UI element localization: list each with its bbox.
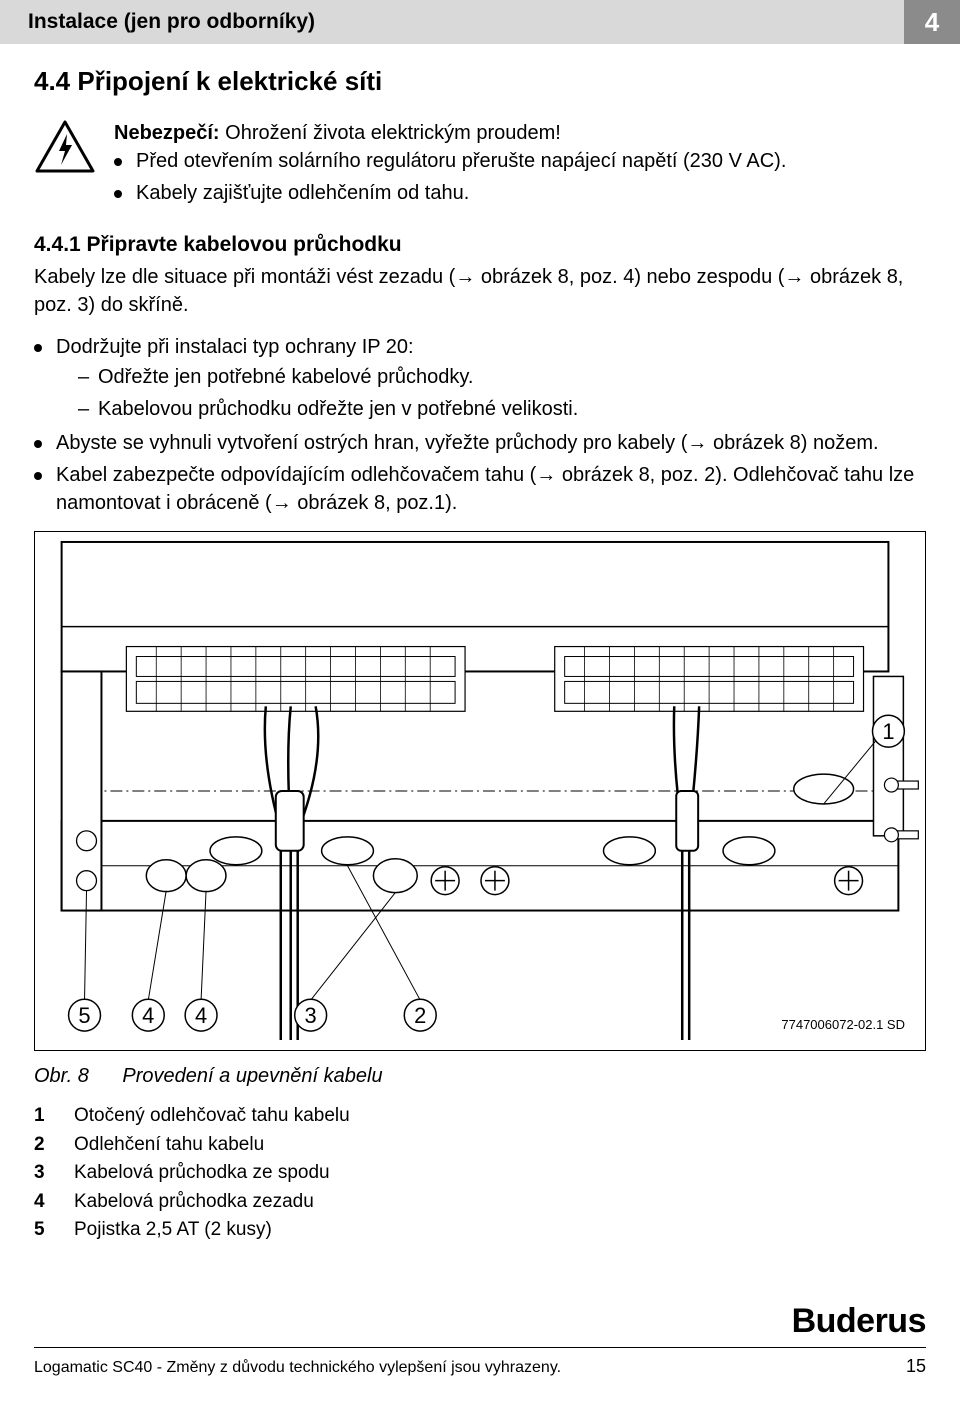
list-item: Kabel zabezpečte odpovídajícím odlehčova… — [34, 461, 926, 517]
footer-text: Logamatic SC40 - Změny z důvodu technick… — [34, 1359, 561, 1377]
page-content: 4.4 Připojení k elektrické síti Nebezpeč… — [0, 44, 960, 1245]
svg-text:3: 3 — [305, 1003, 317, 1028]
list-item: Abyste se vyhnuli vytvoření ostrých hran… — [34, 429, 926, 457]
brand-logo: Buderus — [792, 1302, 926, 1341]
page-header: Instalace (jen pro odborníky) 4 — [0, 0, 960, 44]
header-section-number: 4 — [904, 0, 960, 44]
arrow-icon: → — [272, 492, 292, 514]
arrow-icon: → — [784, 266, 804, 288]
figure-caption: Obr. 8 Provedení a upevnění kabelu — [34, 1065, 926, 1088]
legend-row: 5Pojistka 2,5 AT (2 kusy) — [34, 1216, 926, 1245]
svg-text:2: 2 — [414, 1003, 426, 1028]
list-item: Dodržujte při instalaci typ ochrany IP 2… — [34, 333, 926, 423]
svg-text:4: 4 — [142, 1003, 154, 1028]
figure-8: 5 4 4 3 2 1 7747006072-02.1 SD — [34, 531, 926, 1051]
legend-row: 2Odlehčení tahu kabelu — [34, 1131, 926, 1160]
sub-list: Odřežte jen potřebné kabelové průchodky.… — [56, 363, 926, 423]
svg-text:5: 5 — [78, 1003, 90, 1028]
arrow-icon: → — [536, 464, 556, 486]
warning-box: Nebezpečí: Ohrožení života elektrickým p… — [34, 119, 926, 211]
warning-bullet: Kabely zajišťujte odlehčením od tahu. — [114, 179, 926, 207]
figure-caption-text: Provedení a upevnění kabelu — [122, 1065, 382, 1087]
page-number: 15 — [906, 1356, 926, 1377]
svg-text:1: 1 — [882, 719, 894, 744]
paragraph-1: Kabely lze dle situace při montáži vést … — [34, 263, 926, 319]
figure-ref-code: 7747006072-02.1 SD — [781, 1017, 905, 1032]
figure-legend: 1Otočený odlehčovač tahu kabelu 2Odlehče… — [34, 1102, 926, 1245]
svg-text:4: 4 — [195, 1003, 207, 1028]
sub-list-item: Odřežte jen potřebné kabelové průchodky. — [78, 363, 926, 391]
heading-4-4-1: 4.4.1 Připravte kabelovou průchodku — [34, 233, 926, 257]
legend-row: 4Kabelová průchodka zezadu — [34, 1188, 926, 1217]
warning-heading: Nebezpečí: — [114, 122, 220, 144]
legend-row: 1Otočený odlehčovač tahu kabelu — [34, 1102, 926, 1131]
arrow-icon: → — [455, 266, 475, 288]
sub-list-item: Kabelovou průchodku odřežte jen v potřeb… — [78, 395, 926, 423]
arrow-icon: → — [687, 432, 707, 454]
figure-8-svg: 5 4 4 3 2 1 — [35, 532, 925, 1050]
legend-row: 3Kabelová průchodka ze spodu — [34, 1159, 926, 1188]
warning-text: Nebezpečí: Ohrožení života elektrickým p… — [114, 119, 926, 211]
page-footer: Logamatic SC40 - Změny z důvodu technick… — [34, 1347, 926, 1377]
header-title: Instalace (jen pro odborníky) — [0, 0, 904, 44]
warning-heading-rest: Ohrožení života elektrickým proudem! — [220, 122, 561, 144]
warning-bullets: Před otevřením solárního regulátoru přer… — [114, 147, 926, 207]
warning-bullet: Před otevřením solárního regulátoru přer… — [114, 147, 926, 175]
heading-4-4: 4.4 Připojení k elektrické síti — [34, 66, 926, 97]
instruction-list: Dodržujte při instalaci typ ochrany IP 2… — [34, 333, 926, 517]
figure-number: Obr. 8 — [34, 1065, 89, 1087]
electrical-hazard-icon — [34, 119, 96, 211]
